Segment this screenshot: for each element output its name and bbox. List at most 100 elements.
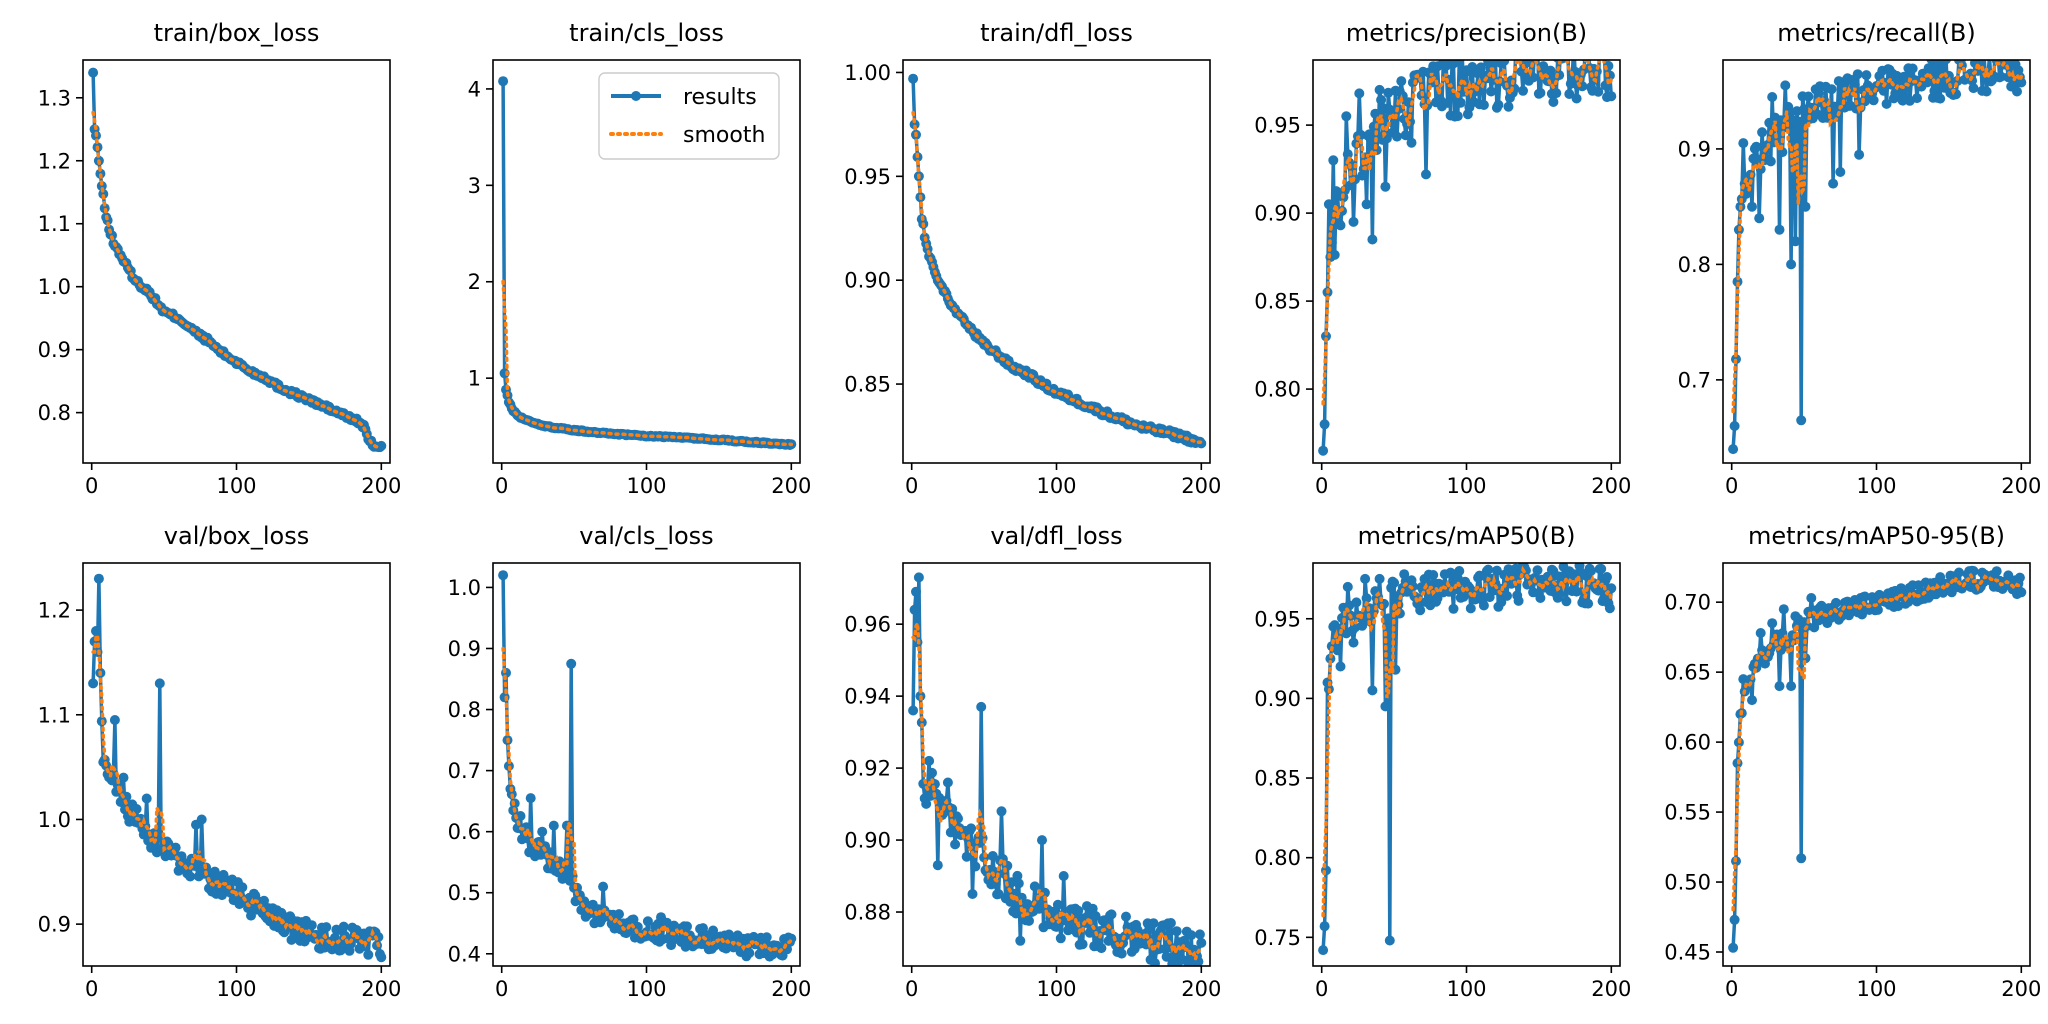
results-point [363, 949, 374, 960]
y-tick-label: 0.9 [448, 637, 481, 661]
results-point [942, 777, 953, 788]
results-point [1106, 909, 1117, 920]
chart-panel: 0 100 200 0.9 1.0 1.1 1.2 val/box_loss [38, 522, 402, 1001]
chart-panel: 0 100 200 0.45 0.50 0.55 0.60 0.65 0.70 metrics/m… [1664, 522, 2041, 1001]
y-tick-label: 0.8 [38, 401, 71, 425]
results-point [1400, 130, 1411, 141]
y-tick-label: 1.0 [448, 576, 481, 600]
y-tick-label: 1.00 [844, 61, 891, 85]
results-point [2012, 86, 2022, 97]
results-point [908, 73, 919, 84]
x-tick-label: 0 [495, 474, 508, 498]
results-point [1415, 605, 1426, 616]
chart-panel: 0 100 200 0.8 0.9 1.0 1.1 1.2 1.3 train/box_loss [38, 19, 402, 498]
results-point [1828, 178, 1839, 189]
plot-area [88, 573, 387, 963]
results-point [548, 820, 559, 831]
results-point [1835, 167, 1846, 177]
results-point [1376, 94, 1387, 105]
y-tick-label: 0.85 [1254, 290, 1301, 314]
results-point [598, 881, 609, 892]
results-point [1538, 61, 1549, 72]
results-point [1354, 88, 1365, 99]
y-tick-label: 1.1 [38, 703, 71, 727]
results-point [1729, 914, 1740, 925]
results-point [98, 189, 109, 199]
results-point [698, 923, 708, 934]
results-point [1767, 92, 1778, 102]
results-point [1478, 600, 1489, 611]
results-point [1728, 444, 1739, 455]
results-point [1981, 86, 1992, 97]
x-tick-label: 0 [495, 977, 508, 1001]
y-tick-label: 0.70 [1664, 591, 1711, 615]
x-tick-label: 100 [1446, 474, 1486, 498]
results-point [1602, 572, 1612, 582]
results-point [1790, 236, 1801, 247]
results-point [1806, 593, 1817, 603]
plot-area [1728, 565, 2027, 953]
smooth-line [1321, 60, 1614, 406]
results-point [1077, 939, 1088, 950]
results-point [1803, 91, 1814, 102]
results-point [1907, 63, 1918, 74]
y-tick-label: 0.4 [448, 942, 481, 966]
smooth-line [501, 646, 794, 954]
x-tick-label: 100 [216, 977, 256, 1001]
results-point [306, 920, 317, 931]
results-point [1348, 637, 1359, 648]
results-point [1342, 149, 1353, 160]
results-point [1564, 89, 1575, 99]
chart-panels: 0 100 2000.80.91.01.11.21.3train/box_loss0… [38, 19, 2042, 1001]
panel-title: train/dfl_loss [980, 19, 1133, 47]
legend: results smooth [598, 72, 780, 160]
results-point [2016, 587, 2027, 598]
results-point [1148, 918, 1159, 929]
x-tick-label: 0 [1725, 474, 1738, 498]
results-point [2003, 570, 2014, 581]
x-tick-label: 200 [361, 977, 401, 1001]
results-point [88, 67, 99, 78]
results-point [1545, 65, 1556, 76]
x-tick-label: 100 [1446, 977, 1486, 1001]
results-point [1493, 99, 1504, 110]
results-point [1029, 881, 1040, 892]
results-point [1325, 653, 1336, 664]
results-point [950, 839, 961, 850]
results-point [1786, 259, 1797, 270]
x-tick-label: 0 [85, 474, 98, 498]
x-tick-label: 200 [2001, 474, 2041, 498]
results-point [1319, 419, 1330, 430]
y-tick-label: 1 [468, 367, 481, 391]
y-tick-label: 0.90 [1254, 202, 1301, 226]
results-point [1051, 921, 1062, 932]
results-point [1037, 835, 1047, 846]
results-point [1794, 116, 1805, 127]
results-point [109, 715, 120, 725]
results-point [91, 626, 101, 636]
results-point [708, 925, 719, 936]
x-tick-label: 0 [905, 977, 918, 1001]
panel-title: train/cls_loss [569, 19, 724, 47]
results-point [1150, 958, 1160, 966]
results-point [921, 798, 932, 809]
results-point [1849, 79, 1860, 90]
results-point [1483, 564, 1494, 575]
results-point [761, 932, 772, 943]
results-point [1486, 86, 1497, 97]
results-point [908, 705, 919, 716]
y-tick-label: 0.50 [1664, 871, 1711, 895]
results-point [1738, 138, 1749, 149]
results-point [1991, 566, 2002, 577]
results-point [1367, 234, 1378, 245]
y-tick-label: 1.3 [38, 86, 71, 110]
results-point [1465, 603, 1476, 614]
x-tick-label: 200 [1591, 474, 1631, 498]
results-point [1571, 93, 1582, 104]
panel-title: metrics/mAP50(B) [1358, 522, 1576, 550]
plot-area [1318, 563, 1617, 956]
smooth-line [501, 279, 794, 447]
y-tick-label: 0.95 [1254, 607, 1301, 631]
results-point [987, 851, 998, 861]
y-tick-label: 0.9 [38, 913, 71, 937]
